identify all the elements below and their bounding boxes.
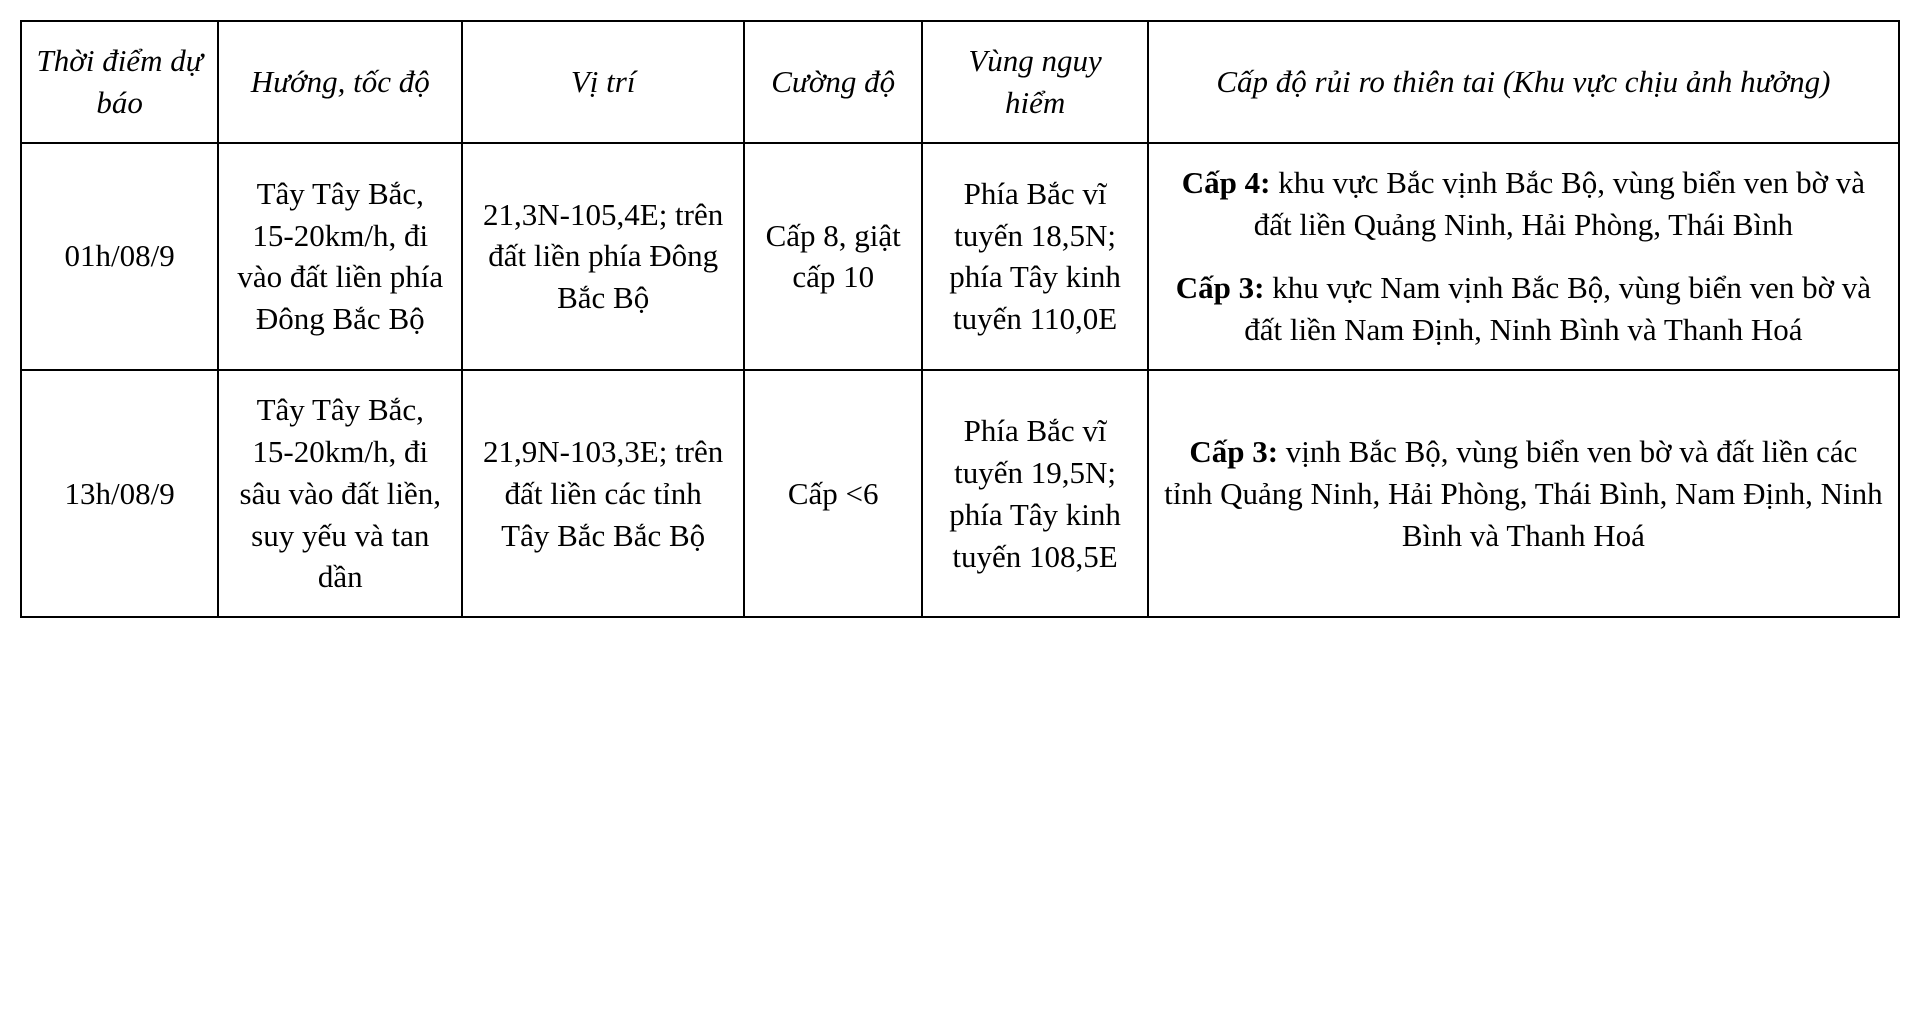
risk-label: Cấp 3: <box>1176 270 1265 305</box>
col-risk: Cấp độ rủi ro thiên tai (Khu vực chịu ản… <box>1148 21 1899 143</box>
cell-time: 13h/08/9 <box>21 370 218 617</box>
cell-risk: Cấp 4: khu vực Bắc vịnh Bắc Bộ, vùng biể… <box>1148 143 1899 370</box>
risk-label: Cấp 3: <box>1189 434 1278 469</box>
table-row: 13h/08/9 Tây Tây Bắc, 15-20km/h, đi sâu … <box>21 370 1899 617</box>
cell-danger-zone: Phía Bắc vĩ tuyến 18,5N; phía Tây kinh t… <box>922 143 1147 370</box>
cell-direction: Tây Tây Bắc, 15-20km/h, đi vào đất liền … <box>218 143 462 370</box>
table-row: 01h/08/9 Tây Tây Bắc, 15-20km/h, đi vào … <box>21 143 1899 370</box>
table-header-row: Thời điểm dự báo Hướng, tốc độ Vị trí Cư… <box>21 21 1899 143</box>
forecast-table: Thời điểm dự báo Hướng, tốc độ Vị trí Cư… <box>20 20 1900 618</box>
cell-direction: Tây Tây Bắc, 15-20km/h, đi sâu vào đất l… <box>218 370 462 617</box>
col-position: Vị trí <box>462 21 744 143</box>
risk-level: Cấp 3: khu vực Nam vịnh Bắc Bộ, vùng biể… <box>1163 267 1884 351</box>
risk-label: Cấp 4: <box>1182 165 1271 200</box>
cell-intensity: Cấp <6 <box>744 370 922 617</box>
col-time: Thời điểm dự báo <box>21 21 218 143</box>
risk-level: Cấp 3: vịnh Bắc Bộ, vùng biển ven bờ và … <box>1163 431 1884 557</box>
col-direction: Hướng, tốc độ <box>218 21 462 143</box>
cell-intensity: Cấp 8, giật cấp 10 <box>744 143 922 370</box>
col-intensity: Cường độ <box>744 21 922 143</box>
cell-position: 21,3N-105,4E; trên đất liền phía Đông Bắ… <box>462 143 744 370</box>
risk-text: khu vực Nam vịnh Bắc Bộ, vùng biển ven b… <box>1244 270 1871 347</box>
risk-text: khu vực Bắc vịnh Bắc Bộ, vùng biển ven b… <box>1254 165 1865 242</box>
table-header: Thời điểm dự báo Hướng, tốc độ Vị trí Cư… <box>21 21 1899 143</box>
cell-time: 01h/08/9 <box>21 143 218 370</box>
cell-danger-zone: Phía Bắc vĩ tuyến 19,5N; phía Tây kinh t… <box>922 370 1147 617</box>
risk-level: Cấp 4: khu vực Bắc vịnh Bắc Bộ, vùng biể… <box>1163 162 1884 246</box>
table-body: 01h/08/9 Tây Tây Bắc, 15-20km/h, đi vào … <box>21 143 1899 618</box>
cell-risk: Cấp 3: vịnh Bắc Bộ, vùng biển ven bờ và … <box>1148 370 1899 617</box>
cell-position: 21,9N-103,3E; trên đất liền các tỉnh Tây… <box>462 370 744 617</box>
col-danger-zone: Vùng nguy hiểm <box>922 21 1147 143</box>
